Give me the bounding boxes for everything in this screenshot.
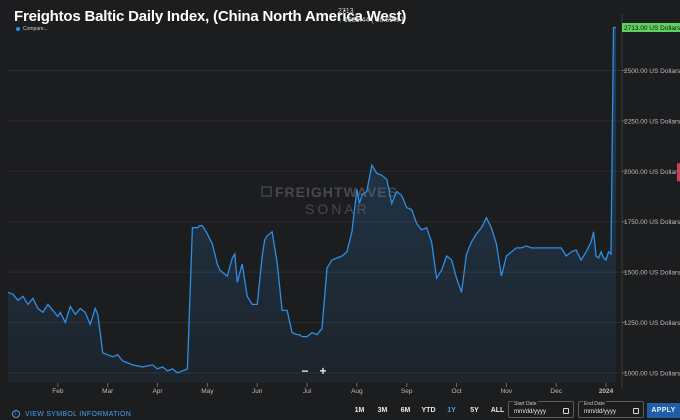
view-symbol-info-link[interactable]: i VIEW SYMBOL INFORMATION (12, 410, 131, 418)
range-all-button[interactable]: ALL (490, 407, 505, 414)
start-date-field[interactable]: Start Date mm/dd/yyyy (508, 401, 574, 418)
calendar-icon[interactable] (563, 408, 569, 414)
start-date-label: Start Date (513, 401, 538, 407)
price-change: 1085.44 ( 66.69% ) (344, 17, 404, 24)
range-1y-button[interactable]: 1Y (447, 407, 456, 414)
last-value: 2713 (338, 8, 354, 15)
watermark-line2: SONAR (305, 201, 370, 217)
y-tick-label: 1000.00 US Dollars (624, 370, 680, 377)
x-tick-label: Sep (401, 388, 413, 395)
start-date-value[interactable]: mm/dd/yyyy (514, 409, 547, 415)
y-axis: 1000.00 US Dollars 1250.00 US Dollars 1500… (621, 14, 680, 389)
x-tick-label: Jun (252, 388, 263, 395)
x-tick-label: May (201, 388, 214, 395)
y-tick-label: 1250.00 US Dollars (624, 320, 680, 327)
x-tick-label: Apr (152, 388, 163, 395)
y-tick-label: 1500.00 US Dollars (624, 270, 680, 277)
x-tick-label: 2024 (599, 388, 614, 395)
price-readout: 2713 ↑ 1085.44 ( 66.69% ) (338, 7, 404, 25)
price-chart[interactable]: FREIGHTWAVES SONAR 1000.00 US Dollars125… (0, 0, 680, 398)
range-selector: 1M 3M 6M YTD 1Y 5Y ALL (348, 407, 509, 414)
side-marker (677, 163, 680, 182)
chart-title: Freightos Baltic Daily Index, (China Nor… (14, 8, 407, 25)
x-tick-label: Aug (351, 388, 363, 395)
y-tick-label: 1750.00 US Dollars (624, 219, 680, 226)
range-3m-button[interactable]: 3M (377, 407, 388, 414)
end-date-value[interactable]: mm/dd/yyyy (584, 409, 617, 415)
compare-label[interactable]: Compare... (23, 26, 48, 32)
zoom-out-button[interactable]: − (301, 364, 309, 378)
x-tick-label: Oct (451, 388, 461, 395)
series-dot-icon (16, 27, 20, 31)
range-ytd-button[interactable]: YTD (421, 407, 436, 414)
compare-legend[interactable]: Compare... (16, 26, 48, 32)
x-tick-label: Dec (550, 388, 562, 395)
apply-button[interactable]: APPLY (647, 403, 680, 418)
calendar-icon[interactable] (633, 408, 639, 414)
range-5y-button[interactable]: 5Y (470, 407, 479, 414)
x-tick-label: Jul (303, 388, 312, 395)
series-area (8, 27, 616, 383)
end-date-field[interactable]: End Date mm/dd/yyyy (578, 401, 644, 418)
arrow-up-icon: ↑ (338, 16, 342, 25)
view-symbol-label[interactable]: VIEW SYMBOL INFORMATION (25, 410, 132, 418)
last-value-tag-label: 2713.00 US Dollars (624, 25, 680, 32)
y-tick-label: 2000.00 US Dollars (624, 169, 680, 176)
last-value-tag-bg (622, 23, 680, 33)
zoom-controls: − + (298, 365, 330, 377)
x-axis: Feb Mar Apr May Jun Jul Aug Sep Oct Nov Dec 2024 (52, 383, 614, 395)
info-icon: i (12, 410, 20, 418)
series-line (7, 26, 616, 374)
range-1m-button[interactable]: 1M (354, 407, 365, 414)
zoom-in-button[interactable]: + (319, 364, 327, 378)
freightwaves-logo-icon (261, 186, 272, 197)
x-tick-label: Mar (102, 388, 114, 395)
y-tick-label: 2500.00 US Dollars (624, 68, 680, 75)
y-tick-label: 2250.00 US Dollars (624, 118, 680, 125)
x-tick-label: Nov (501, 388, 513, 395)
last-value-tag: 2713.00 US Dollars (622, 23, 680, 182)
x-tick-label: Feb (52, 388, 64, 395)
end-date-label: End Date (583, 401, 606, 407)
range-6m-button[interactable]: 6M (400, 407, 411, 414)
